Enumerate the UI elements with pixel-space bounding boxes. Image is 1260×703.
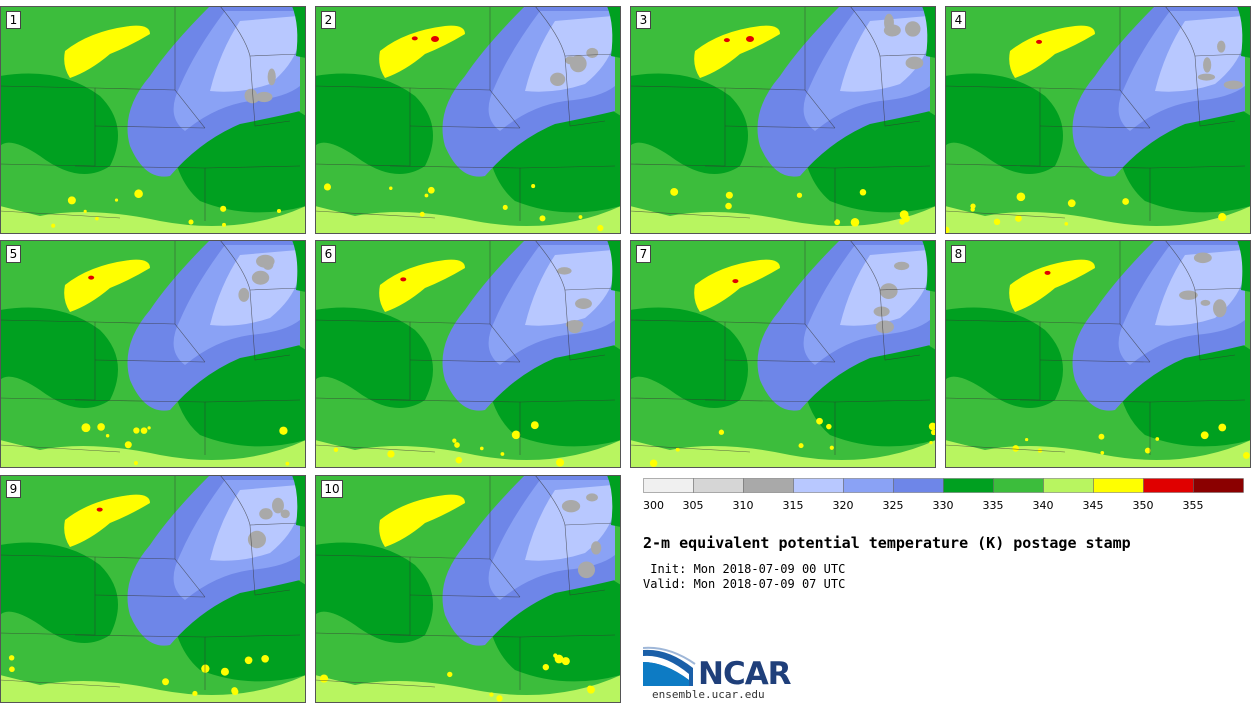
colorbar-tick-label: 310 xyxy=(733,499,754,512)
map-panel-9: 9 xyxy=(0,475,306,703)
ncar-logo-icon xyxy=(643,646,696,686)
map-panel-3: 3 xyxy=(630,6,936,234)
valid-time: Valid: Mon 2018-07-09 07 UTC xyxy=(643,577,846,591)
map-field xyxy=(0,475,306,703)
map-field xyxy=(630,240,936,468)
colorbar-segment xyxy=(1193,478,1244,493)
map-field xyxy=(945,6,1251,234)
colorbar-tick-label: 300 xyxy=(643,499,664,512)
map-panel-4: 4 xyxy=(945,6,1251,234)
colorbar-tick-label: 335 xyxy=(983,499,1004,512)
panel-label: 8 xyxy=(951,245,966,263)
colorbar-tick-label: 340 xyxy=(1033,499,1054,512)
panel-label: 7 xyxy=(636,245,651,263)
panel-label: 3 xyxy=(636,11,651,29)
map-panel-10: 10 xyxy=(315,475,621,703)
map-panel-2: 2 xyxy=(315,6,621,234)
panel-label: 9 xyxy=(6,480,21,498)
logo-url: ensemble.ucar.edu xyxy=(652,688,765,701)
map-field xyxy=(315,475,621,703)
colorbar-segment xyxy=(1093,478,1144,493)
map-field xyxy=(630,6,936,234)
map-field xyxy=(315,240,621,468)
map-panel-6: 6 xyxy=(315,240,621,468)
colorbar-segment xyxy=(643,478,694,493)
panel-label: 2 xyxy=(321,11,336,29)
map-field xyxy=(0,240,306,468)
map-panel-8: 8 xyxy=(945,240,1251,468)
map-field xyxy=(945,240,1251,468)
map-field xyxy=(0,6,306,234)
colorbar-tick-label: 345 xyxy=(1083,499,1104,512)
figure-title: 2-m equivalent potential temperature (K)… xyxy=(643,534,1131,552)
colorbar-segment xyxy=(1043,478,1094,493)
colorbar-tick-label: 350 xyxy=(1133,499,1154,512)
colorbar: 300 305 310 315 320 325 330 335 340 345 350 355 xyxy=(643,478,1244,512)
map-field xyxy=(315,6,621,234)
map-panel-5: 5 xyxy=(0,240,306,468)
init-valid-times: Init: Mon 2018-07-09 00 UTC Valid: Mon 2… xyxy=(643,562,845,592)
colorbar-segment xyxy=(693,478,744,493)
colorbar-segment xyxy=(943,478,994,493)
colorbar-tick-label: 315 xyxy=(783,499,804,512)
colorbar-segment xyxy=(893,478,944,493)
panel-label: 10 xyxy=(321,480,343,498)
panel-label: 4 xyxy=(951,11,966,29)
panel-label: 6 xyxy=(321,245,336,263)
colorbar-segment xyxy=(793,478,844,493)
map-panel-1: 1 xyxy=(0,6,306,234)
map-panel-7: 7 xyxy=(630,240,936,468)
colorbar-segment xyxy=(1143,478,1194,493)
logo-text: NCAR xyxy=(698,656,792,692)
colorbar-segment xyxy=(843,478,894,493)
colorbar-tick-label: 330 xyxy=(933,499,954,512)
colorbar-tick-label: 305 xyxy=(683,499,704,512)
colorbar-segment xyxy=(743,478,794,493)
colorbar-tick-label: 320 xyxy=(833,499,854,512)
colorbar-tick-label: 355 xyxy=(1183,499,1204,512)
panel-label: 1 xyxy=(6,11,21,29)
colorbar-tick-label: 325 xyxy=(883,499,904,512)
init-time: Init: Mon 2018-07-09 00 UTC xyxy=(643,562,846,576)
colorbar-segment xyxy=(993,478,1044,493)
panel-label: 5 xyxy=(6,245,21,263)
